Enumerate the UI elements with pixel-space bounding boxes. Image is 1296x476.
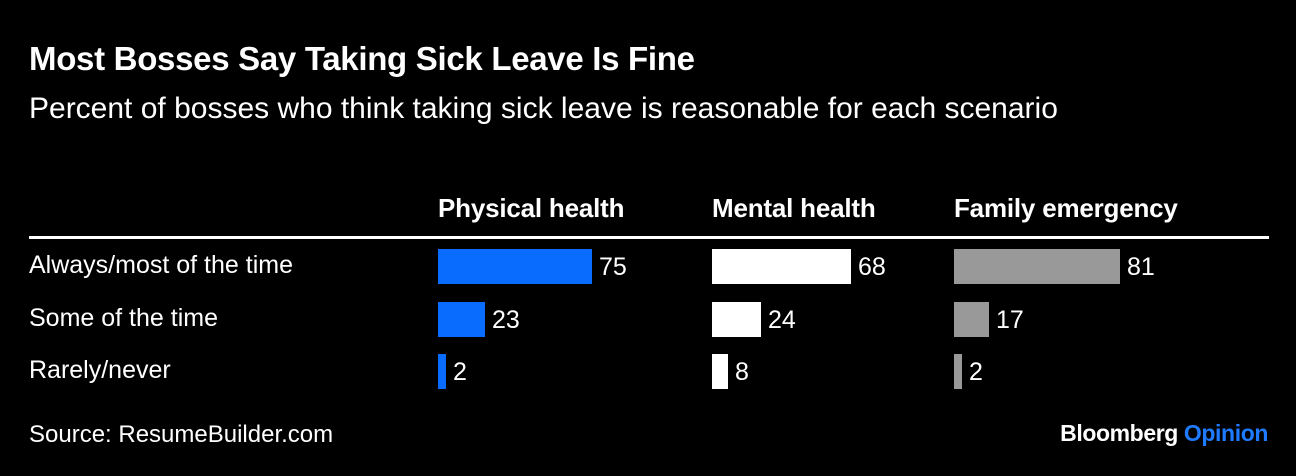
brand-section: Opinion bbox=[1183, 420, 1268, 446]
bar bbox=[954, 249, 1120, 284]
bar-value-label: 2 bbox=[969, 358, 983, 386]
brand-name: Bloomberg bbox=[1060, 420, 1178, 446]
bar bbox=[438, 249, 592, 284]
bar-value-label: 81 bbox=[1127, 253, 1155, 281]
row-label: Always/most of the time bbox=[29, 251, 293, 279]
row-label: Rarely/never bbox=[29, 356, 171, 384]
chart-title: Most Bosses Say Taking Sick Leave Is Fin… bbox=[29, 40, 695, 77]
bar-value-label: 23 bbox=[492, 306, 520, 334]
bar bbox=[438, 354, 446, 389]
chart-subtitle: Percent of bosses who think taking sick … bbox=[29, 92, 1058, 125]
bar bbox=[712, 249, 851, 284]
bar bbox=[712, 302, 761, 337]
bar bbox=[954, 354, 962, 389]
column-header: Physical health bbox=[438, 193, 625, 223]
bar-value-label: 75 bbox=[599, 253, 627, 281]
bar-value-label: 68 bbox=[858, 253, 886, 281]
bar-value-label: 2 bbox=[453, 358, 467, 386]
bar-value-label: 17 bbox=[996, 306, 1024, 334]
bar bbox=[438, 302, 485, 337]
bar bbox=[712, 354, 728, 389]
bar-value-label: 24 bbox=[768, 306, 796, 334]
bar-value-label: 8 bbox=[735, 358, 749, 386]
source-note: Source: ResumeBuilder.com bbox=[29, 421, 334, 448]
bar bbox=[954, 302, 989, 337]
row-label: Some of the time bbox=[29, 304, 218, 332]
column-header: Mental health bbox=[712, 193, 876, 223]
brand-logo: Bloomberg Opinion bbox=[1060, 420, 1268, 447]
header-rule bbox=[29, 236, 1269, 239]
column-header: Family emergency bbox=[954, 193, 1178, 223]
